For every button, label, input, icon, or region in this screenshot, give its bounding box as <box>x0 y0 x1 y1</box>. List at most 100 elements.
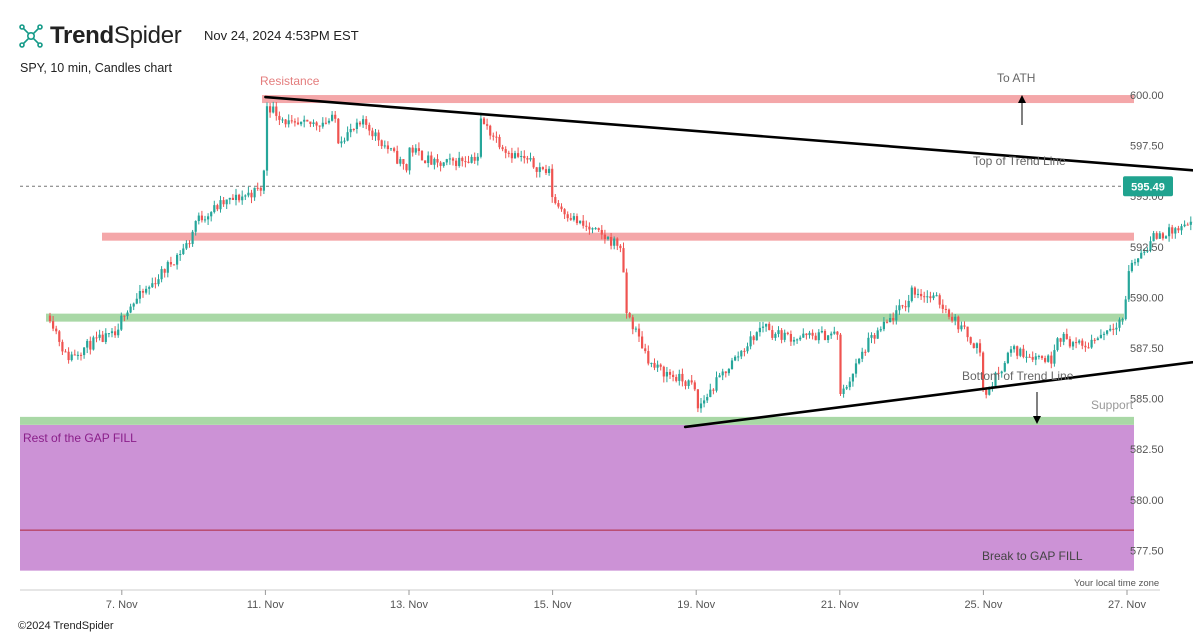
candle-body <box>318 125 321 127</box>
candle-body <box>734 356 737 361</box>
candle-body <box>331 114 334 121</box>
candle-body <box>303 119 306 122</box>
y-tick-label: 597.50 <box>1130 141 1164 153</box>
candle-body <box>560 206 563 210</box>
x-tick-label: 25. Nov <box>964 599 1002 611</box>
candle-body <box>572 216 575 220</box>
candle-body <box>312 122 315 124</box>
candle-body <box>427 155 430 164</box>
candle-body <box>1112 328 1115 330</box>
candle-body <box>1022 348 1025 357</box>
candle-body <box>58 331 61 342</box>
candle-body <box>591 228 594 230</box>
candle-body <box>368 124 371 131</box>
candle-body <box>845 387 848 389</box>
candle-body <box>321 122 324 127</box>
candle-body <box>1158 233 1161 239</box>
candle-body <box>448 158 451 160</box>
candle-body <box>371 130 374 137</box>
candle-body <box>83 347 86 356</box>
candle-body <box>89 340 92 350</box>
candle-body <box>644 348 647 352</box>
candle-body <box>978 343 982 353</box>
candle-body <box>1177 228 1180 231</box>
lower-trend-line <box>683 360 1193 429</box>
candle-body <box>523 155 526 159</box>
candle-body <box>300 121 303 125</box>
candle-body <box>1164 236 1168 239</box>
candle-body <box>191 231 194 244</box>
candle-body <box>616 238 619 246</box>
candle-body <box>975 343 978 349</box>
candle-body <box>969 337 972 344</box>
candle-body <box>814 335 817 341</box>
candle-body <box>610 236 613 246</box>
candle-body <box>551 168 554 198</box>
candle-body <box>982 352 985 390</box>
candle-body <box>870 335 873 338</box>
candle-body <box>86 340 89 348</box>
candle-body <box>253 187 256 198</box>
candle-body <box>520 155 523 157</box>
candle-body <box>216 205 219 210</box>
candle-body <box>811 332 814 336</box>
candle-body <box>1102 333 1106 335</box>
candle-body <box>489 125 492 136</box>
candle-body <box>712 389 715 391</box>
candle-body <box>765 323 768 327</box>
candle-body <box>48 315 52 322</box>
candle-body <box>1189 221 1192 225</box>
candle-body <box>796 339 799 341</box>
down-arrow-icon <box>1033 416 1041 424</box>
candle-body <box>675 376 678 381</box>
candle-body <box>932 295 935 299</box>
candle-body <box>631 317 634 330</box>
candle-body <box>461 157 464 162</box>
candle-body <box>783 332 786 340</box>
candle-body <box>585 225 588 227</box>
candle-body <box>231 197 234 200</box>
candle-body <box>730 360 734 370</box>
candle-body <box>622 248 625 273</box>
candle-body <box>76 354 79 356</box>
candle-body <box>972 343 975 349</box>
candle-body <box>172 264 176 266</box>
trendspider-logo-icon[interactable] <box>18 23 44 49</box>
candle-body <box>1186 224 1189 226</box>
resistance-mid-level <box>102 232 1134 241</box>
candle-body <box>185 243 188 249</box>
candle-body <box>792 339 796 342</box>
candle-body <box>535 167 538 172</box>
candle-body <box>104 333 107 342</box>
candle-body <box>687 380 690 386</box>
y-tick-label: 592.50 <box>1130 242 1164 254</box>
candle-body <box>1068 339 1071 347</box>
candle-body <box>1093 339 1096 341</box>
candle-body <box>197 215 200 222</box>
candle-body <box>430 155 433 165</box>
candle-body <box>234 194 238 200</box>
candle-body <box>107 333 110 335</box>
candle-body <box>715 377 718 391</box>
candle-body <box>411 147 414 153</box>
candle-body <box>414 148 417 153</box>
candle-body <box>820 330 823 333</box>
candle-body <box>768 323 771 331</box>
candle-body <box>203 219 207 221</box>
candle-body <box>954 316 957 321</box>
candle-body <box>247 192 250 196</box>
candle-body <box>210 212 213 217</box>
candle-body <box>634 328 637 330</box>
candle-body <box>55 328 58 332</box>
candle-body <box>1140 252 1143 259</box>
candle-body <box>138 291 141 299</box>
candle-body <box>399 159 402 164</box>
candle-body <box>1133 262 1137 264</box>
candle-body <box>176 254 179 265</box>
candle-body <box>1096 338 1099 341</box>
candle-body <box>349 128 352 133</box>
candle-body <box>417 148 420 152</box>
candle-body <box>724 371 727 374</box>
candle-body <box>70 354 73 361</box>
